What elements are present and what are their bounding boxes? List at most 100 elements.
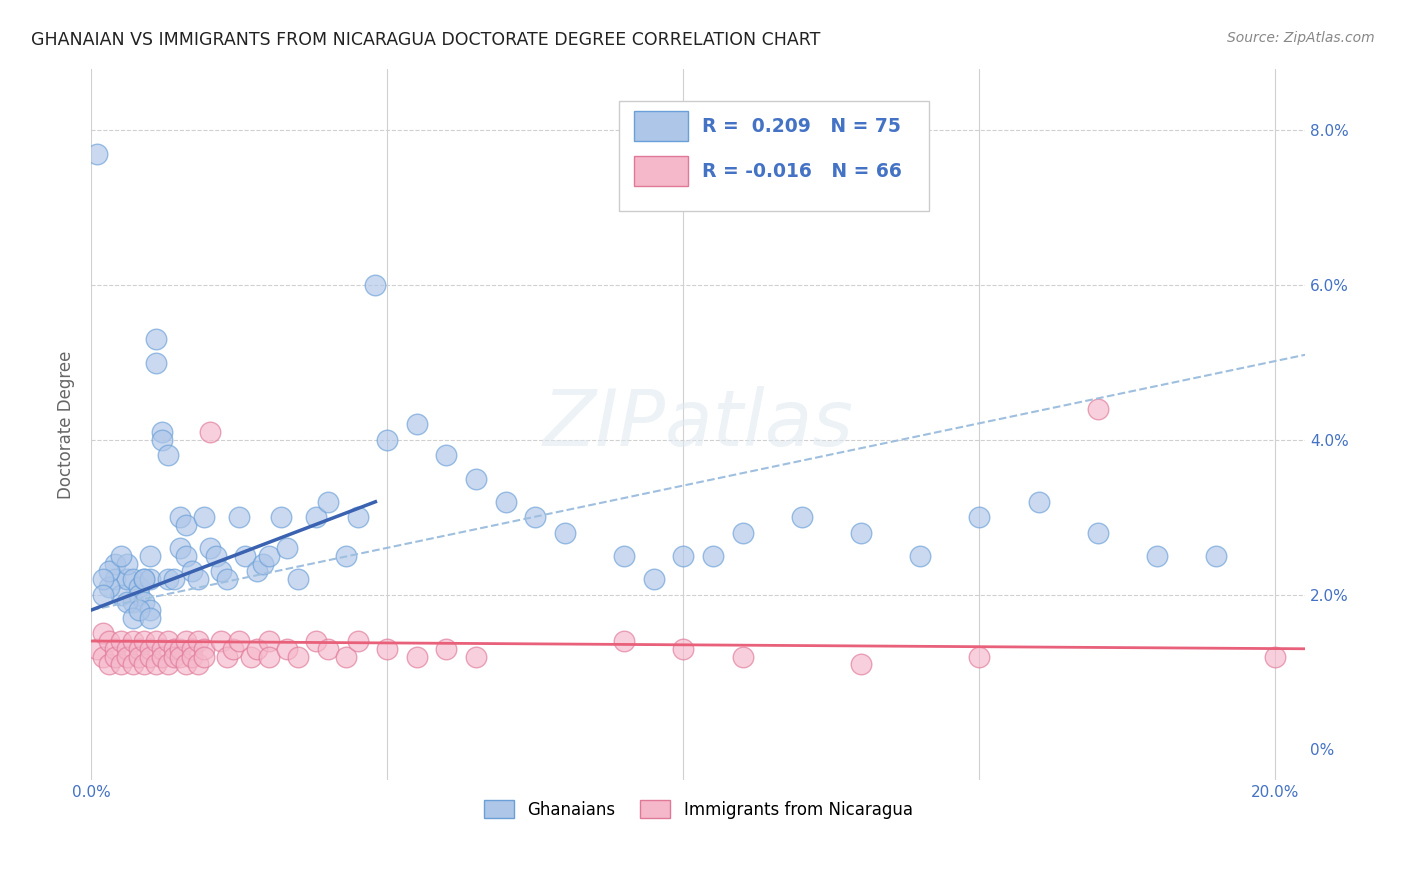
Ghanaians: [524, 510, 547, 524]
Ghanaians: [139, 611, 162, 625]
Ghanaians: [115, 557, 138, 571]
Immigrants from Nicaragua: [134, 634, 156, 648]
Immigrants from Nicaragua: [163, 641, 186, 656]
Ghanaians: [110, 549, 132, 563]
Immigrants from Nicaragua: [276, 641, 298, 656]
Ghanaians: [316, 495, 339, 509]
Ghanaians: [405, 417, 427, 432]
Ghanaians: [228, 510, 250, 524]
Legend: Ghanaians, Immigrants from Nicaragua: Ghanaians, Immigrants from Nicaragua: [477, 793, 920, 825]
Immigrants from Nicaragua: [145, 657, 167, 672]
Immigrants from Nicaragua: [163, 649, 186, 664]
Ghanaians: [91, 588, 114, 602]
Immigrants from Nicaragua: [613, 634, 636, 648]
Ghanaians: [150, 433, 173, 447]
Immigrants from Nicaragua: [222, 641, 245, 656]
Immigrants from Nicaragua: [115, 641, 138, 656]
Immigrants from Nicaragua: [104, 641, 127, 656]
Immigrants from Nicaragua: [228, 634, 250, 648]
Ghanaians: [270, 510, 292, 524]
Ghanaians: [554, 525, 576, 540]
Ghanaians: [121, 611, 143, 625]
Ghanaians: [731, 525, 754, 540]
Immigrants from Nicaragua: [405, 649, 427, 664]
Ghanaians: [134, 595, 156, 609]
Ghanaians: [364, 278, 387, 293]
Immigrants from Nicaragua: [139, 649, 162, 664]
Immigrants from Nicaragua: [217, 649, 239, 664]
Ghanaians: [128, 603, 150, 617]
Ghanaians: [335, 549, 357, 563]
Ghanaians: [121, 572, 143, 586]
Immigrants from Nicaragua: [346, 634, 368, 648]
Ghanaians: [257, 549, 280, 563]
Ghanaians: [180, 565, 202, 579]
Ghanaians: [252, 557, 274, 571]
Ghanaians: [702, 549, 724, 563]
Immigrants from Nicaragua: [240, 649, 263, 664]
Ghanaians: [157, 572, 180, 586]
Ghanaians: [613, 549, 636, 563]
Immigrants from Nicaragua: [287, 649, 309, 664]
Immigrants from Nicaragua: [849, 657, 872, 672]
Ghanaians: [174, 549, 197, 563]
Immigrants from Nicaragua: [246, 641, 269, 656]
Immigrants from Nicaragua: [198, 425, 221, 439]
Immigrants from Nicaragua: [436, 641, 458, 656]
Immigrants from Nicaragua: [97, 657, 120, 672]
Ghanaians: [209, 565, 232, 579]
Immigrants from Nicaragua: [145, 634, 167, 648]
Ghanaians: [217, 572, 239, 586]
Text: R = -0.016   N = 66: R = -0.016 N = 66: [702, 161, 901, 180]
Ghanaians: [134, 572, 156, 586]
Text: GHANAIAN VS IMMIGRANTS FROM NICARAGUA DOCTORATE DEGREE CORRELATION CHART: GHANAIAN VS IMMIGRANTS FROM NICARAGUA DO…: [31, 31, 820, 49]
Immigrants from Nicaragua: [316, 641, 339, 656]
Immigrants from Nicaragua: [465, 649, 488, 664]
Immigrants from Nicaragua: [193, 641, 215, 656]
Immigrants from Nicaragua: [169, 649, 191, 664]
Immigrants from Nicaragua: [128, 641, 150, 656]
Ghanaians: [495, 495, 517, 509]
Ghanaians: [115, 572, 138, 586]
Immigrants from Nicaragua: [1087, 401, 1109, 416]
Immigrants from Nicaragua: [193, 649, 215, 664]
FancyBboxPatch shape: [619, 101, 929, 211]
Immigrants from Nicaragua: [1264, 649, 1286, 664]
Ghanaians: [163, 572, 186, 586]
Ghanaians: [115, 595, 138, 609]
Immigrants from Nicaragua: [121, 634, 143, 648]
Ghanaians: [128, 580, 150, 594]
Ghanaians: [287, 572, 309, 586]
Immigrants from Nicaragua: [375, 641, 398, 656]
Immigrants from Nicaragua: [86, 641, 108, 656]
Immigrants from Nicaragua: [335, 649, 357, 664]
Ghanaians: [436, 448, 458, 462]
Ghanaians: [198, 541, 221, 556]
Immigrants from Nicaragua: [169, 641, 191, 656]
Immigrants from Nicaragua: [305, 634, 328, 648]
Immigrants from Nicaragua: [128, 649, 150, 664]
Immigrants from Nicaragua: [110, 634, 132, 648]
Immigrants from Nicaragua: [91, 649, 114, 664]
Ghanaians: [193, 510, 215, 524]
Ghanaians: [145, 332, 167, 346]
Ghanaians: [139, 603, 162, 617]
Ghanaians: [1146, 549, 1168, 563]
Immigrants from Nicaragua: [187, 634, 209, 648]
Ghanaians: [121, 595, 143, 609]
Immigrants from Nicaragua: [110, 657, 132, 672]
Ghanaians: [139, 549, 162, 563]
Ghanaians: [104, 557, 127, 571]
Ghanaians: [246, 565, 269, 579]
Immigrants from Nicaragua: [969, 649, 991, 664]
Ghanaians: [91, 572, 114, 586]
Ghanaians: [233, 549, 256, 563]
Ghanaians: [150, 425, 173, 439]
Immigrants from Nicaragua: [180, 649, 202, 664]
Immigrants from Nicaragua: [91, 626, 114, 640]
Ghanaians: [276, 541, 298, 556]
Immigrants from Nicaragua: [134, 657, 156, 672]
Ghanaians: [187, 572, 209, 586]
Ghanaians: [97, 565, 120, 579]
Immigrants from Nicaragua: [115, 649, 138, 664]
